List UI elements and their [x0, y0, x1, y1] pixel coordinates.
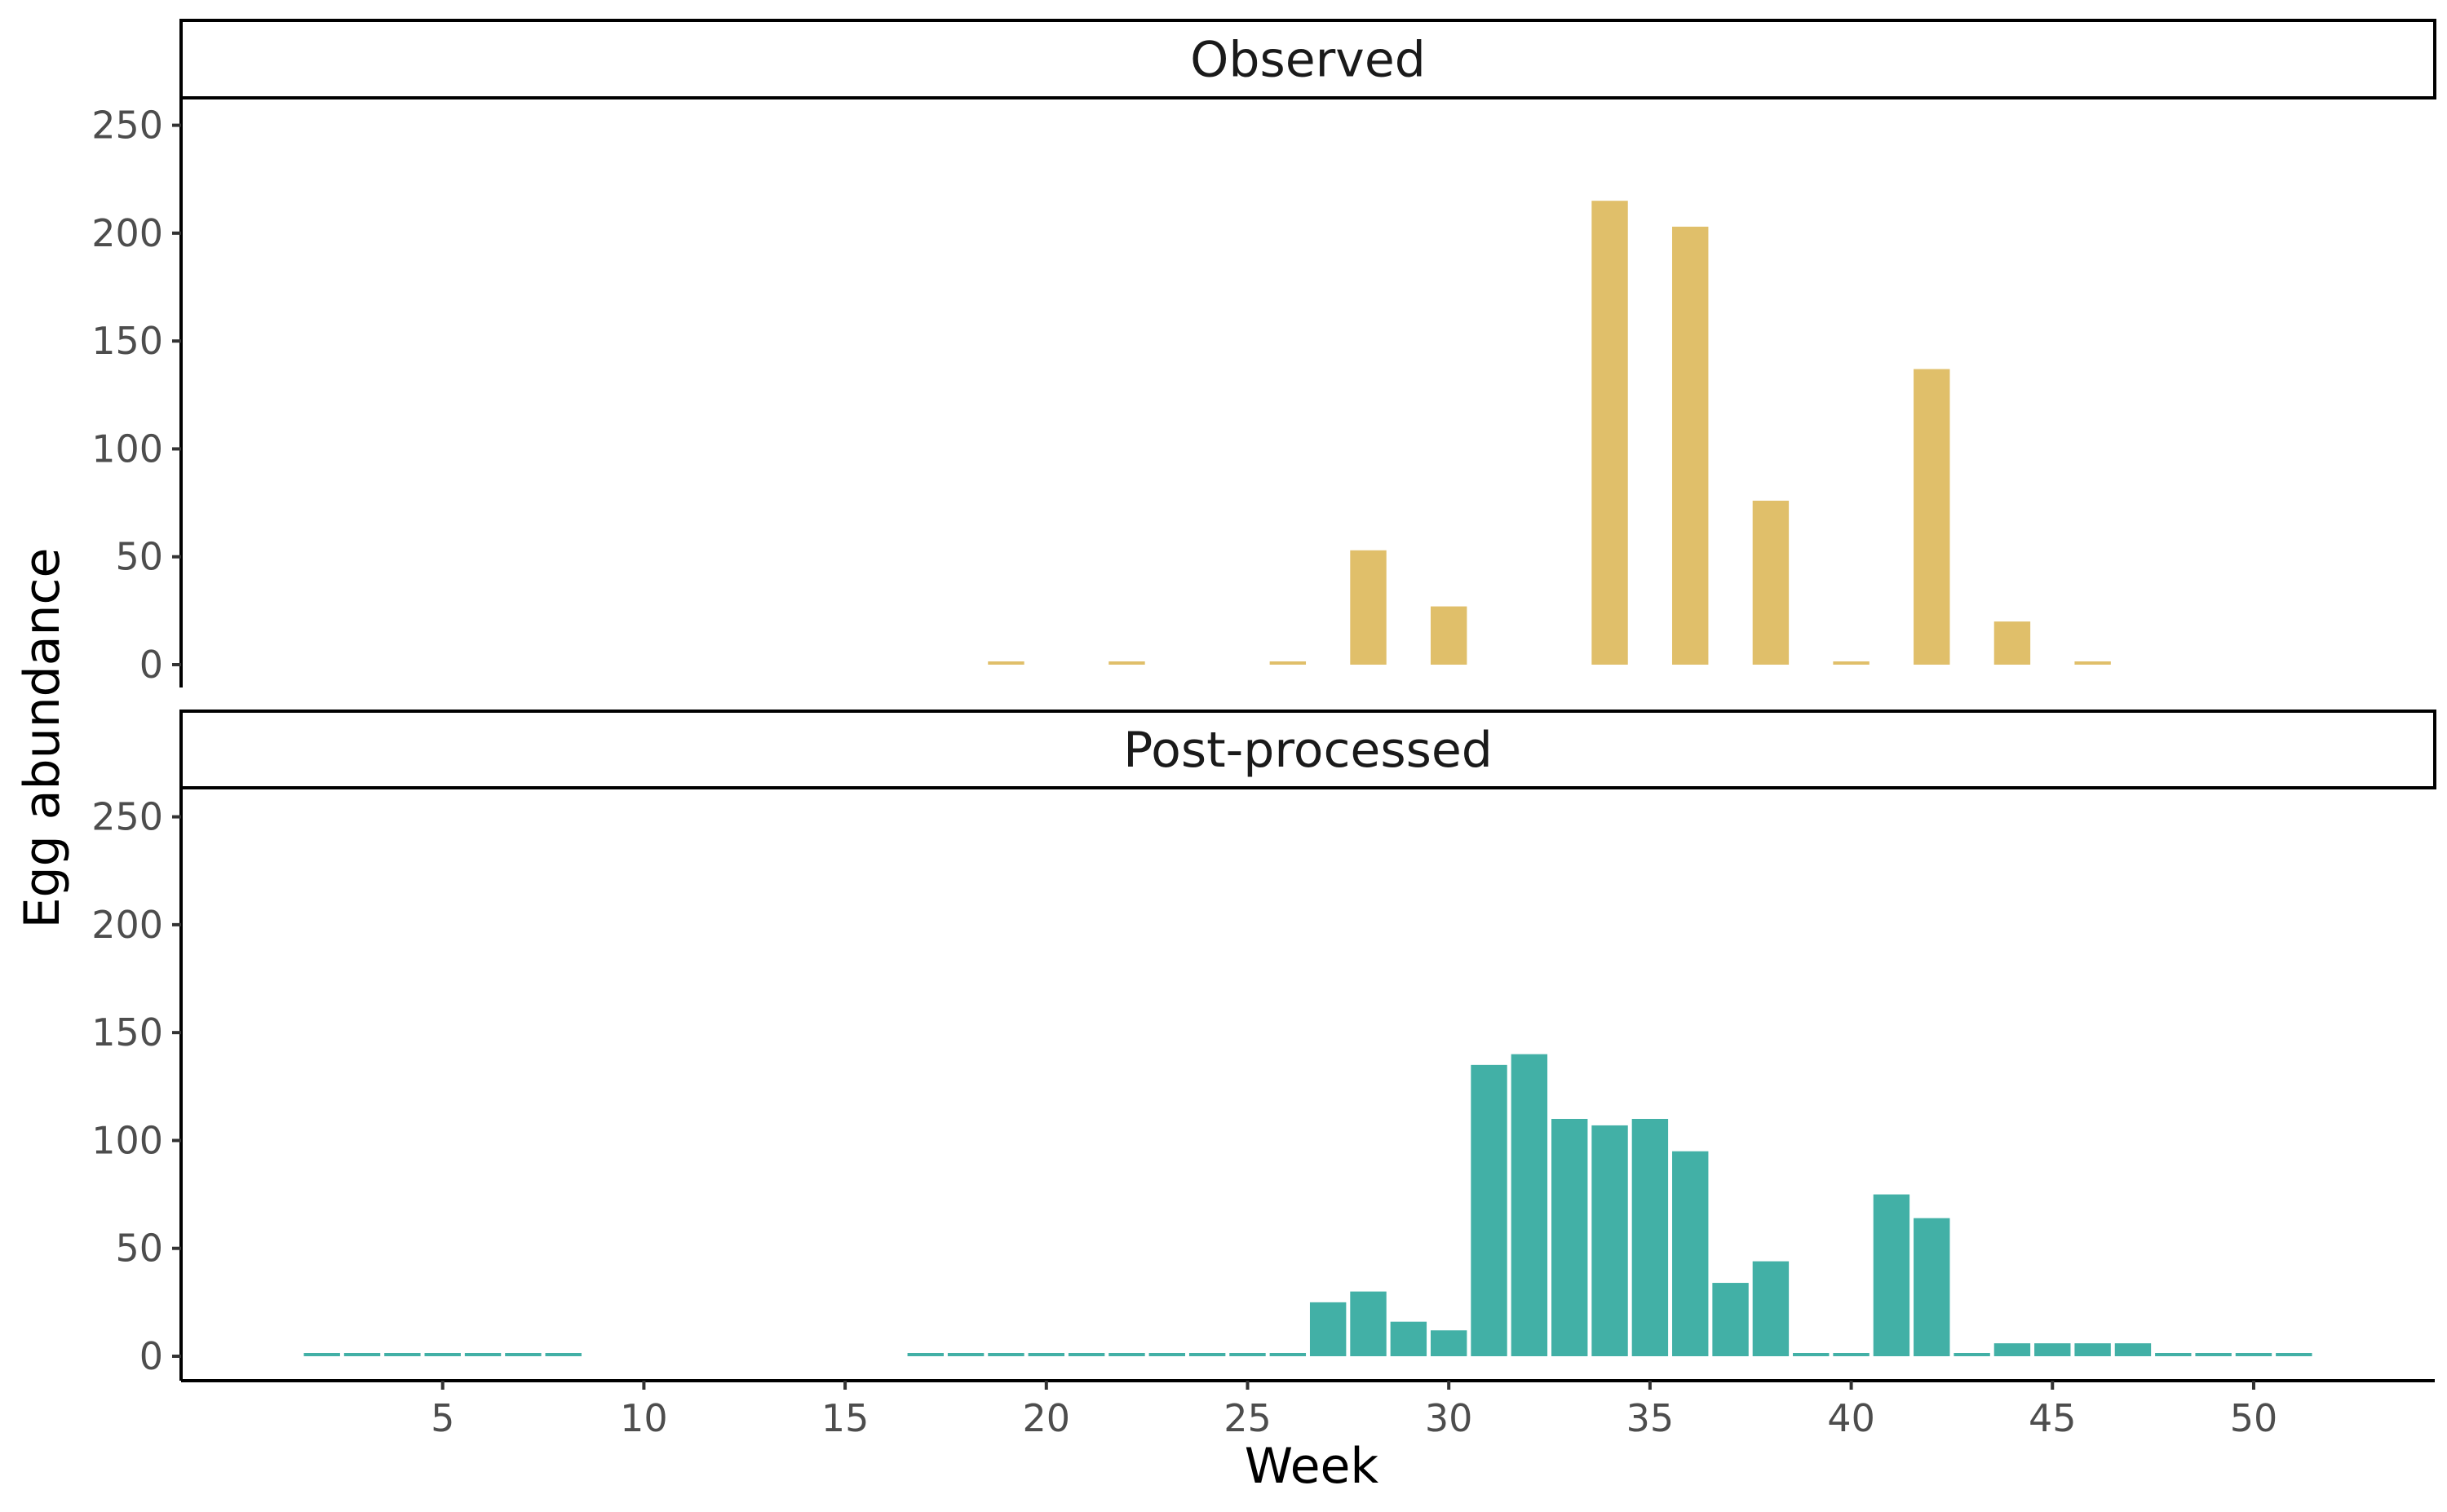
- bar: [1229, 1353, 1266, 1356]
- bar: [907, 1353, 944, 1356]
- bar: [1551, 1118, 1588, 1356]
- bar: [1511, 1054, 1548, 1356]
- bar: [1591, 1125, 1628, 1356]
- bar: [1672, 226, 1709, 665]
- y-tick-label: 50: [115, 1227, 163, 1271]
- x-tick-label: 35: [1626, 1396, 1675, 1440]
- bar: [1752, 500, 1790, 665]
- bar: [545, 1353, 582, 1356]
- x-tick-label: 45: [2029, 1396, 2077, 1440]
- x-tick-label: 50: [2230, 1396, 2278, 1440]
- chart-panels: Observed 0 50 100 150 200 250 Post-processed 0 50…: [91, 19, 2436, 1381]
- bar: [1993, 1343, 2031, 1356]
- bar: [1873, 1194, 1910, 1356]
- facet-strip: [179, 710, 2436, 789]
- x-tick-label: 25: [1224, 1396, 1272, 1440]
- bar: [1430, 1330, 1467, 1356]
- y-tick-label: 250: [91, 795, 163, 839]
- bar: [1914, 1218, 1950, 1356]
- bar: [988, 661, 1024, 665]
- bar: [947, 1353, 985, 1356]
- bar: [1631, 1118, 1669, 1356]
- bar: [1914, 369, 1950, 665]
- bar: [2074, 1343, 2111, 1356]
- bar: [1269, 1353, 1307, 1356]
- x-tick-label: 40: [1827, 1396, 1875, 1440]
- bar: [2074, 661, 2111, 665]
- bar: [303, 1353, 340, 1356]
- y-tick-label: 100: [91, 427, 163, 471]
- x-axis: 5 10 15 20 25 30 35 40 45 50: [181, 1379, 2435, 1440]
- x-axis-title: Week: [1245, 1438, 1379, 1495]
- bar: [343, 1353, 381, 1356]
- y-tick-label: 200: [91, 211, 163, 255]
- bar: [1188, 1353, 1226, 1356]
- bar: [2195, 1353, 2232, 1356]
- y-tick-label: 150: [91, 319, 163, 363]
- bar: [2034, 1343, 2071, 1356]
- y-tick-label: 50: [115, 535, 163, 579]
- bar: [1833, 1353, 1870, 1356]
- bar: [424, 1353, 461, 1356]
- bar: [1712, 1283, 1749, 1356]
- y-tick-label: 150: [91, 1010, 163, 1054]
- y-tick-label: 0: [139, 643, 163, 687]
- y-tick-label: 0: [139, 1334, 163, 1378]
- bar: [1390, 1321, 1427, 1356]
- bar: [1108, 1353, 1145, 1356]
- facet-strip-label: Observed: [1190, 32, 1426, 89]
- bar: [1350, 550, 1387, 665]
- bar: [1148, 1353, 1186, 1356]
- y-tick-label: 250: [91, 104, 163, 148]
- bar: [464, 1353, 502, 1356]
- bar: [2235, 1353, 2272, 1356]
- bar: [1068, 1353, 1105, 1356]
- bar: [1108, 661, 1145, 665]
- bar: [384, 1353, 421, 1356]
- bar: [1471, 1064, 1507, 1356]
- facet-strip: [179, 19, 2436, 99]
- x-tick-label: 10: [620, 1396, 668, 1440]
- bar: [1833, 661, 1870, 665]
- x-tick-label: 5: [431, 1396, 454, 1440]
- panel-observed: Observed 0 50 100 150 200 250: [91, 19, 2436, 687]
- bar: [1993, 621, 2031, 665]
- bar: [2276, 1353, 2312, 1356]
- bar: [1954, 1353, 1990, 1356]
- y-tick-label: 200: [91, 903, 163, 947]
- bar: [988, 1353, 1024, 1356]
- bar: [1309, 1302, 1347, 1356]
- y-tick-label: 100: [91, 1118, 163, 1162]
- bar: [1672, 1151, 1709, 1356]
- panel-post-processed: Post-processed 0 50 100 150 200 250: [91, 710, 2436, 1381]
- x-tick-label: 15: [821, 1396, 870, 1440]
- x-tick-label: 20: [1023, 1396, 1071, 1440]
- facet-strip-label: Post-processed: [1123, 722, 1493, 779]
- x-tick-label: 30: [1425, 1396, 1473, 1440]
- bar: [2114, 1343, 2152, 1356]
- bar: [1752, 1261, 1790, 1356]
- bar: [1430, 606, 1467, 665]
- bar: [505, 1353, 542, 1356]
- bar: [2155, 1353, 2192, 1356]
- bar: [1269, 661, 1307, 665]
- bar: [1028, 1353, 1064, 1356]
- bar: [1591, 201, 1628, 665]
- bar: [1350, 1291, 1387, 1356]
- bar: [1793, 1353, 1830, 1356]
- y-axis-title: Egg abundance: [14, 548, 71, 929]
